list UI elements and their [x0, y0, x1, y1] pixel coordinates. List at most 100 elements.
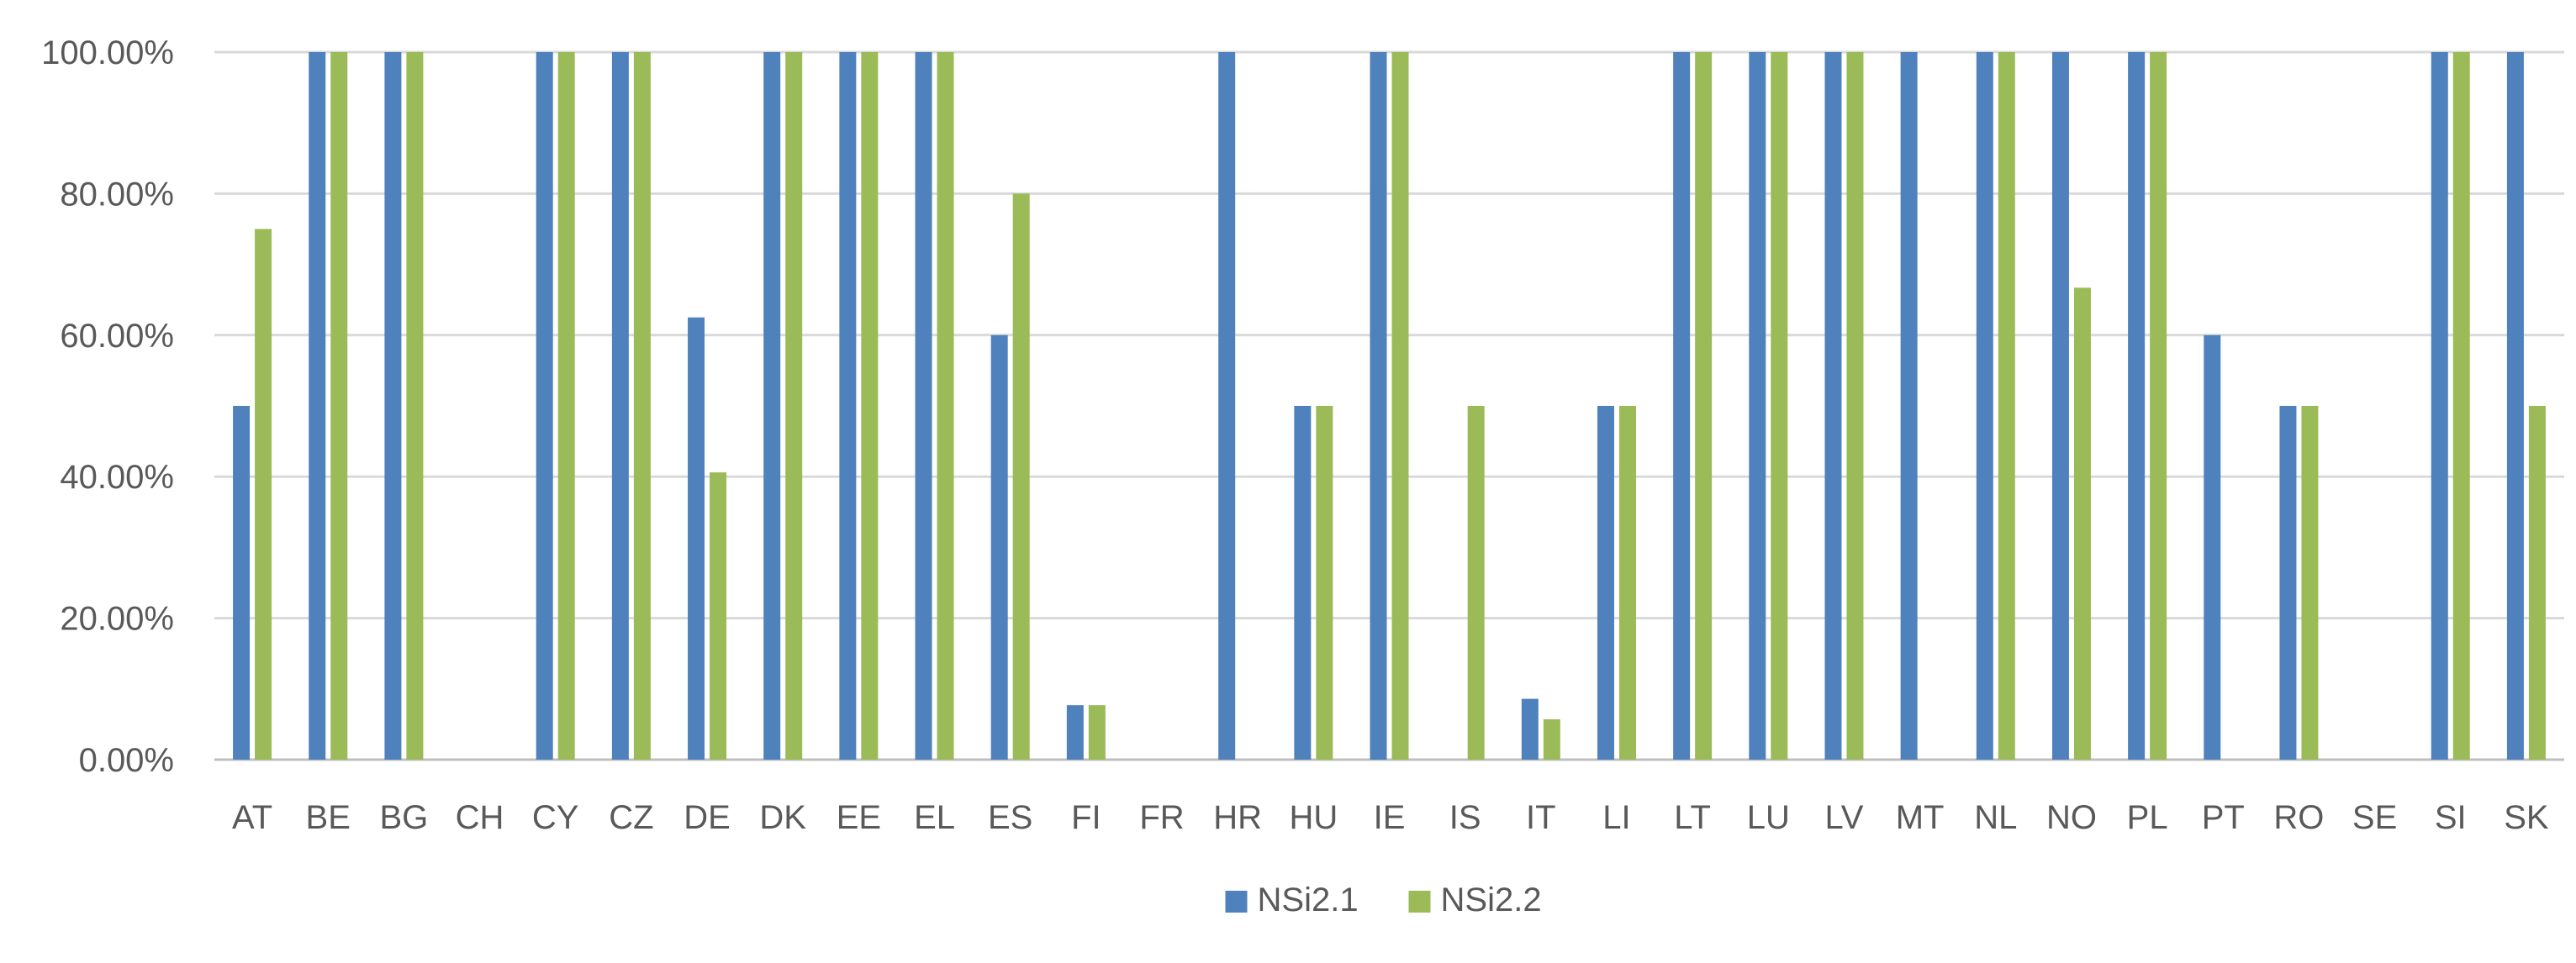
- bar-nsi2-1-el: [915, 52, 932, 760]
- x-tick-label: SE: [2352, 799, 2397, 836]
- bar-nsi2-2-is: [1467, 406, 1485, 760]
- bar-nsi2-1-lv: [1824, 52, 1842, 760]
- bar-nsi2-1-pl: [2128, 52, 2146, 760]
- bar-nsi2-1-hr: [1218, 52, 1236, 760]
- bar-nsi2-2-lt: [1695, 52, 1713, 760]
- bar-nsi2-2-no: [2073, 287, 2091, 760]
- bar-nsi2-1-lu: [1749, 52, 1766, 760]
- bar-nsi2-1-no: [2051, 52, 2069, 760]
- bar-nsi2-1-hu: [1294, 406, 1312, 760]
- bar-nsi2-1-es: [990, 334, 1008, 760]
- x-axis-ticks: AT BE BG CH CY CZ DE DK EE EL ES FI FR HR HU IE IS IT LI LT…: [232, 799, 2549, 836]
- y-tick-label: 60.00%: [60, 318, 174, 355]
- bar-nsi2-2-li: [1618, 406, 1636, 760]
- y-tick-label: 100.00%: [41, 34, 174, 71]
- bar-nsi2-1-fi: [1066, 705, 1084, 760]
- bar-nsi2-1-ro: [2279, 406, 2297, 760]
- bar-nsi2-1-li: [1597, 406, 1614, 760]
- legend-label: NSi2.1: [1258, 881, 1359, 918]
- x-tick-label: DK: [759, 799, 806, 836]
- bar-nsi2-1-ee: [839, 52, 857, 760]
- bar-nsi2-1-mt: [1900, 52, 1918, 760]
- legend-label: NSi2.2: [1441, 881, 1542, 918]
- bar-nsi2-2-at: [255, 229, 272, 760]
- bar-nsi2-1-de: [688, 317, 705, 760]
- bar-nsi2-2-de: [710, 472, 727, 760]
- bar-nsi2-1-lt: [1673, 52, 1691, 760]
- x-tick-label: BG: [380, 799, 429, 836]
- x-tick-label: IT: [1526, 799, 1556, 836]
- x-tick-label: CY: [532, 799, 579, 836]
- x-tick-label: BE: [306, 799, 351, 836]
- x-tick-label: PL: [2127, 799, 2168, 836]
- bar-nsi2-1-bg: [384, 52, 402, 760]
- x-tick-label: NL: [1974, 799, 2017, 836]
- x-tick-label: IS: [1449, 799, 1481, 836]
- bar-nsi2-1-si: [2431, 52, 2448, 760]
- bar-nsi2-1-it: [1521, 698, 1539, 760]
- bar-nsi2-2-bg: [406, 52, 424, 760]
- gridlines: [214, 50, 2564, 761]
- bar-nsi2-2-nl: [1998, 52, 2015, 760]
- bar-nsi2-2-cy: [557, 52, 575, 760]
- x-tick-label: LT: [1674, 799, 1711, 836]
- x-tick-label: NO: [2046, 799, 2097, 836]
- x-tick-label: IE: [1374, 799, 1406, 836]
- x-tick-label: FR: [1139, 799, 1184, 836]
- bar-nsi2-2-el: [937, 52, 954, 760]
- bar-nsi2-2-si: [2452, 52, 2470, 760]
- y-tick-label: 0.00%: [79, 742, 174, 779]
- bar-nsi2-1-sk: [2506, 52, 2524, 760]
- bar-nsi2-2-ie: [1391, 52, 1409, 760]
- x-tick-label: LI: [1602, 799, 1630, 836]
- y-tick-label: 40.00%: [60, 459, 174, 496]
- x-tick-label: DE: [684, 799, 731, 836]
- bar-nsi2-2-fi: [1088, 705, 1106, 760]
- bar-nsi2-2-pl: [2150, 52, 2167, 760]
- bar-nsi2-2-cz: [633, 52, 651, 760]
- x-tick-label: EE: [837, 799, 881, 836]
- bar-nsi2-1-be: [309, 52, 326, 760]
- x-tick-label: RO: [2273, 799, 2324, 836]
- legend-swatch: [1225, 891, 1248, 913]
- x-tick-label: SK: [2504, 799, 2549, 836]
- x-tick-label: AT: [232, 799, 272, 836]
- bar-nsi2-1-ie: [1370, 52, 1387, 760]
- legend: NSi2.1 NSi2.2: [1225, 881, 1542, 918]
- x-tick-label: ES: [988, 799, 1032, 836]
- bar-nsi2-1-dk: [763, 52, 781, 760]
- x-tick-label: PT: [2202, 799, 2245, 836]
- x-tick-label: FI: [1071, 799, 1101, 836]
- bar-nsi2-1-pt: [2204, 334, 2221, 760]
- x-tick-label: HU: [1289, 799, 1338, 836]
- bar-nsi2-2-hu: [1316, 406, 1333, 760]
- bar-nsi2-2-lu: [1771, 52, 1788, 760]
- bar-nsi2-1-at: [233, 406, 251, 760]
- x-tick-label: HR: [1213, 799, 1262, 836]
- bar-nsi2-1-cz: [611, 52, 629, 760]
- legend-swatch: [1408, 891, 1431, 913]
- bar-nsi2-2-ee: [861, 52, 879, 760]
- x-tick-label: SI: [2435, 799, 2467, 836]
- x-tick-label: CZ: [609, 799, 653, 836]
- x-tick-label: EL: [914, 799, 955, 836]
- y-axis-ticks: 0.00% 20.00% 40.00% 60.00% 80.00% 100.00%: [41, 34, 174, 779]
- bar-nsi2-2-sk: [2528, 406, 2546, 760]
- y-tick-label: 80.00%: [60, 176, 174, 213]
- bar-nsi2-2-dk: [785, 52, 803, 760]
- bar-nsi2-2-be: [330, 52, 348, 760]
- x-tick-label: LU: [1747, 799, 1790, 836]
- bar-nsi2-2-es: [1012, 193, 1030, 760]
- bars: [233, 52, 2546, 760]
- bar-nsi2-1-cy: [536, 52, 553, 760]
- x-tick-label: CH: [456, 799, 504, 836]
- bar-nsi2-2-lv: [1846, 52, 1864, 760]
- bar-nsi2-2-it: [1543, 719, 1560, 760]
- x-tick-label: LV: [1824, 799, 1863, 836]
- x-tick-label: MT: [1896, 799, 1945, 836]
- y-tick-label: 20.00%: [60, 601, 174, 638]
- bar-nsi2-1-nl: [1976, 52, 1993, 760]
- bar-nsi2-2-ro: [2301, 406, 2319, 760]
